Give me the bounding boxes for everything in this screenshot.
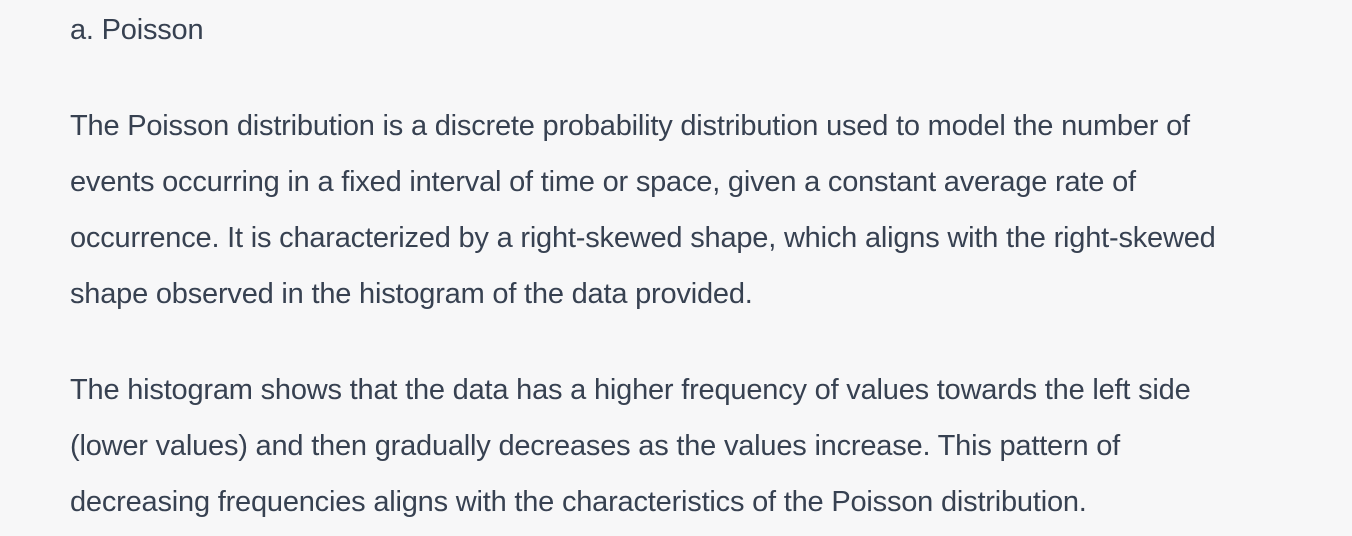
paragraph-line: occurrence. It is characterized by a rig… [70,222,1216,254]
paragraph-line: The histogram shows that the data has a … [70,374,1191,406]
answer-option-heading: a. Poisson [70,14,204,46]
histogram-paragraph: The histogram shows that the data has a … [70,362,1350,530]
paragraph-line: (lower values) and then gradually decrea… [70,430,1121,462]
explanation-paragraph: The Poisson distribution is a discrete p… [70,98,1350,322]
paragraph-line: The Poisson distribution is a discrete p… [70,110,1190,142]
paragraph-line: events occurring in a fixed interval of … [70,166,1136,198]
paragraph-line: decreasing frequencies aligns with the c… [70,486,1087,518]
paragraph-line: shape observed in the histogram of the d… [70,278,753,310]
